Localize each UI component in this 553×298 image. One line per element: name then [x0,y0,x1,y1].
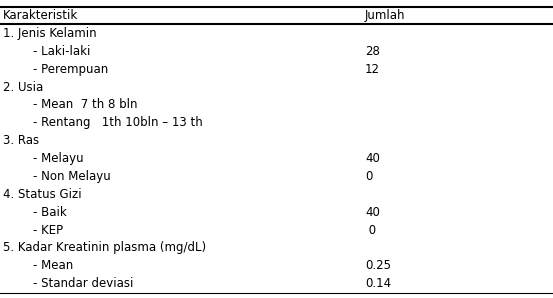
Text: - Rentang   1th 10bln – 13 th: - Rentang 1th 10bln – 13 th [3,116,202,129]
Text: 0.25: 0.25 [365,259,391,272]
Text: 40: 40 [365,206,380,219]
Text: 0: 0 [365,224,376,237]
Text: - Perempuan: - Perempuan [3,63,108,76]
Text: 1. Jenis Kelamin: 1. Jenis Kelamin [3,27,96,40]
Text: 0.14: 0.14 [365,277,391,290]
Text: - Standar deviasi: - Standar deviasi [3,277,133,290]
Text: - Mean: - Mean [3,259,73,272]
Text: 40: 40 [365,152,380,165]
Text: - Mean  7 th 8 bln: - Mean 7 th 8 bln [3,98,137,111]
Text: - KEP: - KEP [3,224,63,237]
Text: 28: 28 [365,45,380,58]
Text: 3. Ras: 3. Ras [3,134,39,147]
Text: Karakteristik: Karakteristik [3,9,78,22]
Text: 0: 0 [365,170,372,183]
Text: 2. Usia: 2. Usia [3,80,43,94]
Text: - Laki-laki: - Laki-laki [3,45,90,58]
Text: - Baik: - Baik [3,206,66,219]
Text: Jumlah: Jumlah [365,9,405,22]
Text: 4. Status Gizi: 4. Status Gizi [3,188,81,201]
Text: - Non Melayu: - Non Melayu [3,170,111,183]
Text: 12: 12 [365,63,380,76]
Text: 5. Kadar Kreatinin plasma (mg/dL): 5. Kadar Kreatinin plasma (mg/dL) [3,241,206,254]
Text: - Melayu: - Melayu [3,152,84,165]
